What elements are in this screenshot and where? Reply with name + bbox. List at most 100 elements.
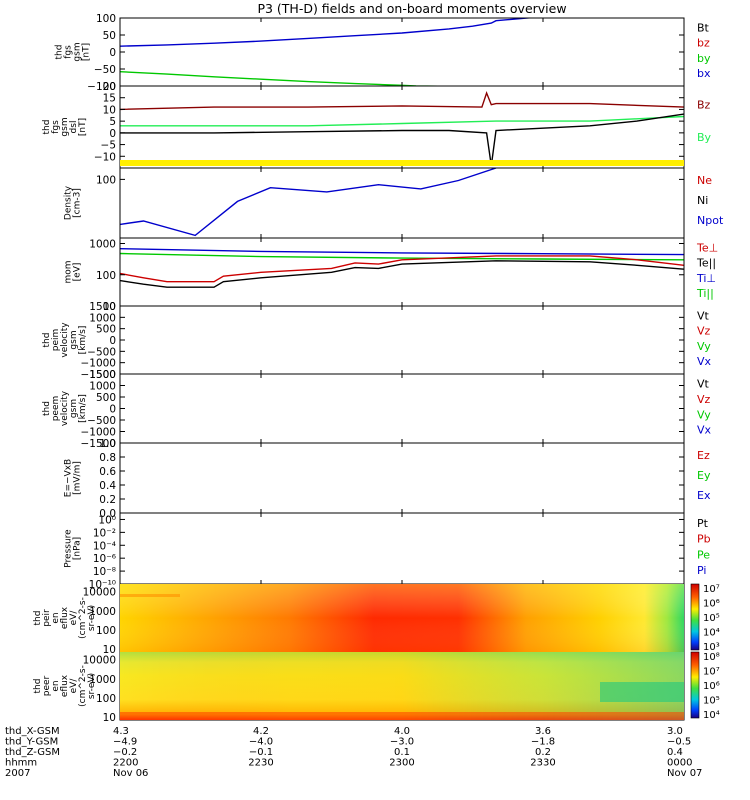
- ytick-label-efield: 0.8: [99, 452, 116, 464]
- ytick-label-fgs_dsl: −10: [94, 151, 116, 163]
- ylabel-peem: thd: [42, 401, 52, 416]
- xaxis-row-value: 0.4: [667, 747, 683, 758]
- legend-fgs-bx: bx: [697, 67, 711, 80]
- colorbar-tick-peer: 10⁶: [703, 681, 720, 692]
- ylabel-fgs_dsl: [nT]: [78, 118, 88, 136]
- ytick-label-pressure: 10⁻²: [93, 527, 116, 539]
- frame-efield: [119, 442, 685, 514]
- ylabel-temperature: mom: [64, 260, 74, 283]
- panel-density: 100 Density [cm-3] Ne Ni Npot: [64, 167, 724, 239]
- legend-fgs_dsl-Bz: Bz: [697, 98, 711, 111]
- ytick-label-efield: 1.0: [99, 438, 116, 450]
- ytick-label-efield: 0.0: [99, 508, 116, 520]
- ylabel-fgs_dsl: thd: [42, 120, 52, 135]
- legend-pressure-Pb: Pb: [697, 533, 711, 546]
- frame-peim: [119, 305, 685, 375]
- series-temperature-Te⊥: [120, 255, 684, 283]
- ytick-label-pressure: 10⁰: [98, 514, 116, 526]
- legend-peem-Vy: Vy: [697, 408, 711, 421]
- ylabel-density: [cm-3]: [73, 188, 83, 218]
- legend-temperature-Te||: Te||: [696, 257, 716, 270]
- ylabel-pressure: [nPa]: [73, 537, 83, 560]
- ytick-label-peem: −500: [87, 415, 116, 427]
- ytick-label-fgs: 0: [109, 47, 116, 59]
- ylabel-pressure: Pressure: [64, 529, 74, 568]
- ytick-label-fgs: −50: [94, 64, 116, 76]
- xaxis-row-value: 4.0: [394, 726, 410, 737]
- ytick-label-peim: −1500: [80, 369, 116, 381]
- ylabel-peim: peim: [51, 329, 61, 352]
- xaxis-row-value: 0.1: [394, 747, 410, 758]
- legend-efield-Ez: Ez: [697, 449, 710, 462]
- xaxis-row-value: 2230: [248, 758, 273, 769]
- ylabel-peim: [km/s]: [78, 326, 88, 355]
- colorbar-tick-peir: 10⁴: [703, 628, 720, 639]
- ylabel-fgs: thd: [55, 45, 65, 60]
- ylabel-peer: eflux: [60, 674, 70, 697]
- legend-peim-Vy: Vy: [697, 340, 711, 353]
- ytick-label-peim: 1500: [89, 301, 116, 313]
- legend-temperature-Te⊥: Te⊥: [696, 242, 718, 255]
- ytick-label-pressure: 10⁻⁶: [93, 553, 116, 565]
- ytick-label-fgs_dsl: 10: [103, 104, 116, 116]
- xaxis-row-value: −1.8: [531, 737, 555, 748]
- ytick-label-density: 100: [96, 174, 116, 186]
- series-density-Npot: [120, 168, 497, 237]
- ytick-label-peir: 10: [103, 644, 116, 656]
- ytick-label-peem: 1000: [89, 381, 116, 393]
- ytick-label-efield: 0.6: [99, 466, 116, 478]
- legend-temperature-Ti||: Ti||: [696, 287, 714, 300]
- colorbar-tick-peer: 10⁵: [703, 696, 720, 707]
- legend-pressure-Pt: Pt: [697, 517, 709, 530]
- series-temperature-Ti⊥: [120, 248, 684, 256]
- colorbar-tick-peir: 10⁶: [703, 599, 720, 610]
- ytick-label-fgs: 100: [96, 13, 116, 25]
- xaxis-row-value: 4.3: [113, 726, 129, 737]
- ytick-label-fgs_dsl: 20: [103, 81, 116, 93]
- xaxis-row-value: 0000: [667, 758, 692, 769]
- series-fgs_dsl-Bz: [120, 90, 684, 111]
- ylabel-peer: eV/: [69, 678, 79, 694]
- xaxis-row-value: 3.6: [535, 726, 551, 737]
- xaxis-row-value: 0.2: [535, 747, 551, 758]
- ylabel-fgs: [nT]: [82, 43, 92, 61]
- ytick-label-fgs: 50: [103, 30, 116, 42]
- legend-density-Ne: Ne: [697, 174, 712, 187]
- ytick-label-pressure: 10⁻⁴: [93, 540, 116, 552]
- ylabel-fgs_dsl: fgs: [51, 120, 61, 134]
- colorbar-tick-peer: 10⁷: [703, 667, 720, 678]
- panel-temperature: 10 100 1000 mom [eV] Te⊥ Te|| Ti⊥ Ti||: [64, 237, 718, 313]
- ytick-label-peem: −1000: [80, 427, 116, 439]
- ylabel-peir: eflux: [60, 606, 70, 629]
- ytick-label-temperature: 10: [103, 301, 116, 313]
- ytick-label-pressure: 10⁻¹⁰: [89, 579, 116, 591]
- ytick-label-peir: 100: [96, 625, 116, 637]
- series-fgs-bx: [120, 18, 536, 47]
- frame-fgs_dsl: [119, 85, 685, 169]
- ytick-label-fgs: −100: [87, 81, 116, 93]
- ylabel-fgs_dsl: dsl: [69, 121, 79, 134]
- ytick-label-peem: −1500: [80, 438, 116, 450]
- series-fgs_dsl-Bt: [120, 113, 684, 166]
- ylabel-peim: velocity: [60, 322, 70, 358]
- ylabel-peir: (cm^2-s-: [78, 597, 88, 639]
- series-temperature-Te||: [120, 260, 684, 288]
- ytick-label-peem: 500: [96, 392, 116, 404]
- ytick-label-peem: 0: [109, 404, 116, 416]
- xaxis-row-value: −3.0: [390, 737, 414, 748]
- frame-temperature: [119, 237, 685, 307]
- ytick-label-peim: 1000: [89, 312, 116, 324]
- legend-efield-Ey: Ey: [697, 469, 711, 482]
- ylabel-peem: velocity: [60, 390, 70, 426]
- ytick-label-peer: 10: [103, 712, 116, 724]
- xaxis-row-value: −0.1: [249, 747, 273, 758]
- frame-pressure: [119, 512, 685, 585]
- legend-peim-Vt: Vt: [697, 310, 710, 323]
- colorbar-tick-peer: 10⁸: [703, 652, 720, 663]
- legend-pressure-Pi: Pi: [697, 564, 706, 577]
- ylabel-peer: (cm^2-s-: [78, 665, 88, 707]
- xaxis-row-label: thd_X-GSM: [5, 726, 60, 737]
